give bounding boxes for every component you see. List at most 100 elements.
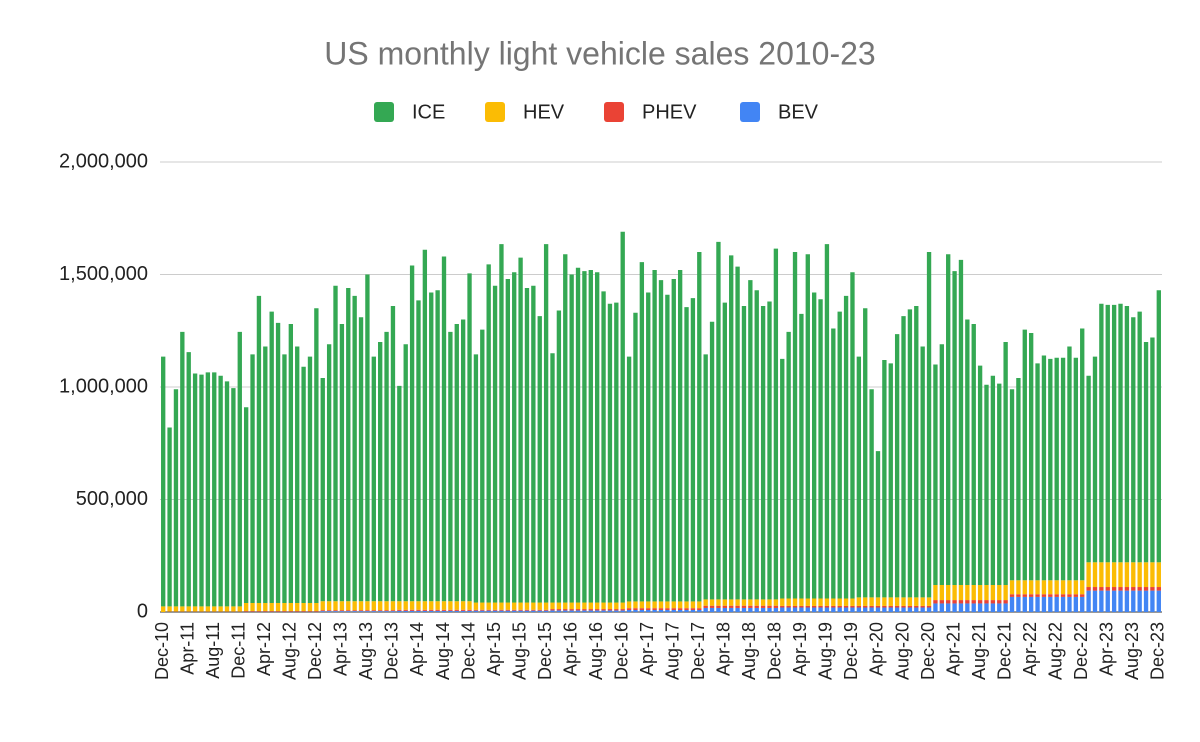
bar bbox=[620, 610, 625, 612]
bar bbox=[531, 285, 536, 603]
bar bbox=[926, 597, 932, 606]
bar bbox=[614, 302, 619, 603]
bar bbox=[894, 597, 900, 606]
bar bbox=[256, 611, 262, 612]
bar bbox=[243, 611, 249, 612]
bar bbox=[639, 262, 645, 602]
bar bbox=[326, 610, 332, 612]
bar bbox=[716, 599, 721, 606]
bar bbox=[384, 611, 389, 612]
bar bbox=[1156, 587, 1161, 591]
bar bbox=[626, 356, 632, 602]
bar bbox=[875, 605, 881, 608]
bar bbox=[856, 356, 862, 598]
bar bbox=[301, 603, 306, 612]
bar bbox=[390, 610, 396, 612]
bar bbox=[824, 244, 830, 599]
bar bbox=[639, 609, 645, 612]
bar bbox=[965, 600, 970, 604]
bar bbox=[1073, 594, 1079, 597]
bar bbox=[1067, 596, 1072, 612]
bar bbox=[1143, 342, 1149, 563]
bar bbox=[665, 609, 670, 612]
y-tick-label: 2,000,000 bbox=[59, 150, 148, 172]
bar bbox=[741, 599, 747, 606]
bar bbox=[582, 271, 587, 603]
bar bbox=[722, 605, 727, 608]
bar bbox=[850, 272, 855, 599]
bar bbox=[697, 608, 702, 610]
bar bbox=[901, 605, 906, 608]
bar bbox=[690, 609, 696, 612]
bar bbox=[1131, 317, 1136, 563]
bar bbox=[920, 597, 925, 606]
bar bbox=[780, 358, 785, 599]
bar bbox=[397, 385, 402, 602]
bar bbox=[1137, 590, 1142, 612]
bar bbox=[320, 601, 325, 611]
bar bbox=[205, 372, 211, 607]
bar bbox=[690, 608, 696, 610]
bar bbox=[933, 603, 938, 612]
bar bbox=[767, 301, 772, 600]
bar bbox=[346, 610, 351, 612]
x-tick-label: Dec-14 bbox=[458, 622, 478, 680]
bar bbox=[907, 605, 913, 608]
bar bbox=[352, 601, 357, 611]
bar bbox=[467, 601, 472, 610]
x-tick-label: Dec-17 bbox=[688, 622, 708, 680]
bar bbox=[371, 610, 376, 612]
bar bbox=[1022, 329, 1027, 581]
bar bbox=[697, 601, 702, 609]
x-tick-label: Dec-15 bbox=[535, 622, 555, 680]
bar bbox=[378, 611, 383, 612]
bar bbox=[1054, 357, 1059, 581]
bar bbox=[448, 331, 453, 602]
x-tick-label: Dec-23 bbox=[1148, 622, 1168, 680]
bar bbox=[850, 607, 855, 612]
x-tick-label: Dec-11 bbox=[229, 622, 249, 679]
bar bbox=[282, 611, 287, 612]
bar bbox=[390, 611, 396, 612]
x-tick-label: Apr-16 bbox=[560, 622, 580, 676]
bar bbox=[524, 288, 530, 603]
bar bbox=[607, 609, 613, 611]
bar bbox=[1009, 580, 1015, 595]
bar bbox=[665, 294, 670, 602]
bar bbox=[582, 602, 587, 610]
bar bbox=[1003, 585, 1008, 601]
bar bbox=[671, 279, 676, 602]
bar bbox=[1156, 562, 1161, 588]
bar bbox=[1137, 311, 1142, 563]
bar bbox=[314, 603, 319, 612]
bar bbox=[614, 602, 619, 610]
bar bbox=[799, 607, 804, 612]
bar bbox=[473, 609, 479, 611]
bar bbox=[569, 610, 574, 612]
bar bbox=[652, 609, 657, 612]
bar bbox=[907, 309, 913, 598]
bar bbox=[358, 601, 364, 611]
bar bbox=[1118, 587, 1123, 591]
y-tick-label: 1,500,000 bbox=[59, 263, 148, 285]
bar bbox=[843, 605, 849, 608]
bar bbox=[933, 364, 938, 585]
bar bbox=[186, 606, 191, 612]
bar bbox=[531, 602, 536, 610]
bar bbox=[537, 602, 542, 610]
bar bbox=[295, 346, 300, 603]
bar bbox=[1143, 590, 1149, 612]
bar bbox=[499, 609, 504, 611]
bar bbox=[365, 611, 370, 612]
bar bbox=[454, 609, 459, 611]
bar bbox=[384, 601, 389, 611]
bar bbox=[1099, 590, 1104, 612]
bar bbox=[875, 607, 881, 612]
bar bbox=[958, 585, 964, 601]
bar bbox=[984, 585, 989, 601]
bar bbox=[901, 316, 906, 598]
bar bbox=[582, 609, 587, 611]
bar bbox=[939, 600, 944, 604]
bar bbox=[984, 600, 989, 604]
bar bbox=[690, 298, 696, 602]
